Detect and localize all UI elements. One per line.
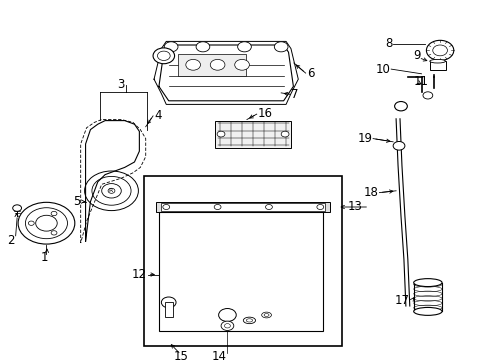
Bar bbox=[159, 212, 322, 331]
Circle shape bbox=[163, 204, 169, 210]
Text: 19: 19 bbox=[357, 132, 372, 145]
Text: 7: 7 bbox=[290, 88, 298, 101]
Circle shape bbox=[426, 40, 453, 60]
Bar bbox=[178, 54, 245, 76]
Ellipse shape bbox=[264, 314, 268, 316]
Circle shape bbox=[157, 51, 170, 60]
Ellipse shape bbox=[413, 279, 441, 287]
Ellipse shape bbox=[429, 59, 445, 63]
Ellipse shape bbox=[243, 317, 255, 324]
Circle shape bbox=[274, 42, 287, 52]
Text: 8: 8 bbox=[384, 37, 391, 50]
Text: R: R bbox=[108, 188, 112, 193]
Bar bbox=[429, 61, 445, 70]
Text: 2: 2 bbox=[7, 234, 15, 247]
Circle shape bbox=[210, 59, 224, 70]
Circle shape bbox=[234, 59, 249, 70]
Bar bbox=[161, 203, 325, 211]
Circle shape bbox=[161, 297, 176, 308]
Circle shape bbox=[392, 141, 404, 150]
Text: 12: 12 bbox=[131, 268, 146, 281]
Text: 9: 9 bbox=[412, 49, 420, 62]
Circle shape bbox=[224, 324, 230, 328]
Circle shape bbox=[221, 321, 233, 330]
Circle shape bbox=[237, 42, 251, 52]
Bar bbox=[156, 202, 329, 212]
Text: 16: 16 bbox=[257, 107, 272, 120]
Text: 10: 10 bbox=[375, 63, 389, 76]
Text: 5: 5 bbox=[73, 195, 81, 208]
Bar bbox=[413, 283, 441, 307]
Circle shape bbox=[432, 45, 447, 56]
Circle shape bbox=[281, 131, 288, 137]
Text: 3: 3 bbox=[117, 78, 125, 91]
Text: 4: 4 bbox=[154, 109, 161, 122]
Circle shape bbox=[218, 309, 236, 321]
Bar bbox=[215, 121, 290, 148]
Text: 13: 13 bbox=[346, 201, 361, 213]
Circle shape bbox=[185, 59, 200, 70]
Ellipse shape bbox=[261, 312, 271, 318]
Bar bbox=[164, 302, 172, 317]
Text: 17: 17 bbox=[394, 294, 409, 307]
Circle shape bbox=[153, 48, 174, 64]
Circle shape bbox=[214, 204, 221, 210]
Text: 14: 14 bbox=[212, 350, 226, 360]
Ellipse shape bbox=[413, 307, 441, 315]
Text: 1: 1 bbox=[40, 251, 48, 264]
Ellipse shape bbox=[246, 319, 252, 322]
Circle shape bbox=[217, 131, 224, 137]
Text: 11: 11 bbox=[412, 75, 427, 88]
Circle shape bbox=[316, 204, 323, 210]
Text: 15: 15 bbox=[173, 350, 188, 360]
Text: 18: 18 bbox=[364, 186, 378, 199]
Bar bbox=[144, 176, 342, 346]
Circle shape bbox=[422, 92, 432, 99]
Polygon shape bbox=[159, 45, 293, 101]
Circle shape bbox=[164, 42, 178, 52]
Text: 6: 6 bbox=[306, 67, 314, 80]
Circle shape bbox=[196, 42, 209, 52]
Circle shape bbox=[265, 204, 272, 210]
